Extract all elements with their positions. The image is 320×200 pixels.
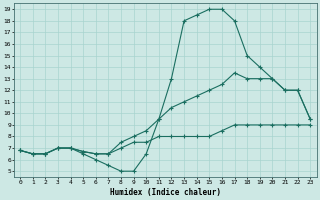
X-axis label: Humidex (Indice chaleur): Humidex (Indice chaleur) [110,188,220,197]
